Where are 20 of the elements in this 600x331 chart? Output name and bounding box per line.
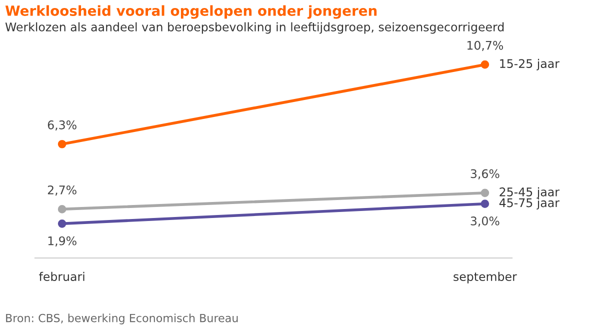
x-tick-label: februari — [39, 272, 84, 282]
point — [58, 205, 66, 214]
text: Bron: CBS, bewerking Economisch Bureau — [6, 314, 238, 324]
data-label: 2,7% — [48, 185, 76, 196]
point — [480, 188, 490, 198]
series-label: 25-45 jaar — [500, 187, 560, 199]
data-label: 10,7% — [467, 40, 504, 52]
point — [480, 60, 490, 69]
chart-title: Werkloosheid vooral opgelopen onder jongeren — [5, 5, 377, 19]
data-label: 3,6% — [470, 169, 500, 180]
chart-subtitle: Werklozen als aandeel van beroepsbevolking in leeftijdsgroep, seizoensgecorrigeerd — [5, 22, 504, 34]
data-label: 3,0% — [470, 216, 500, 227]
data-label: 6,3% — [48, 120, 76, 131]
x-tick-label: september — [454, 272, 517, 284]
point — [58, 140, 66, 148]
point — [480, 200, 490, 208]
series-label: 45-75 jaar — [499, 198, 560, 210]
series-label: 15-25 jaar — [500, 58, 560, 70]
point — [58, 219, 66, 228]
data-label: 1,9% — [48, 236, 76, 246]
